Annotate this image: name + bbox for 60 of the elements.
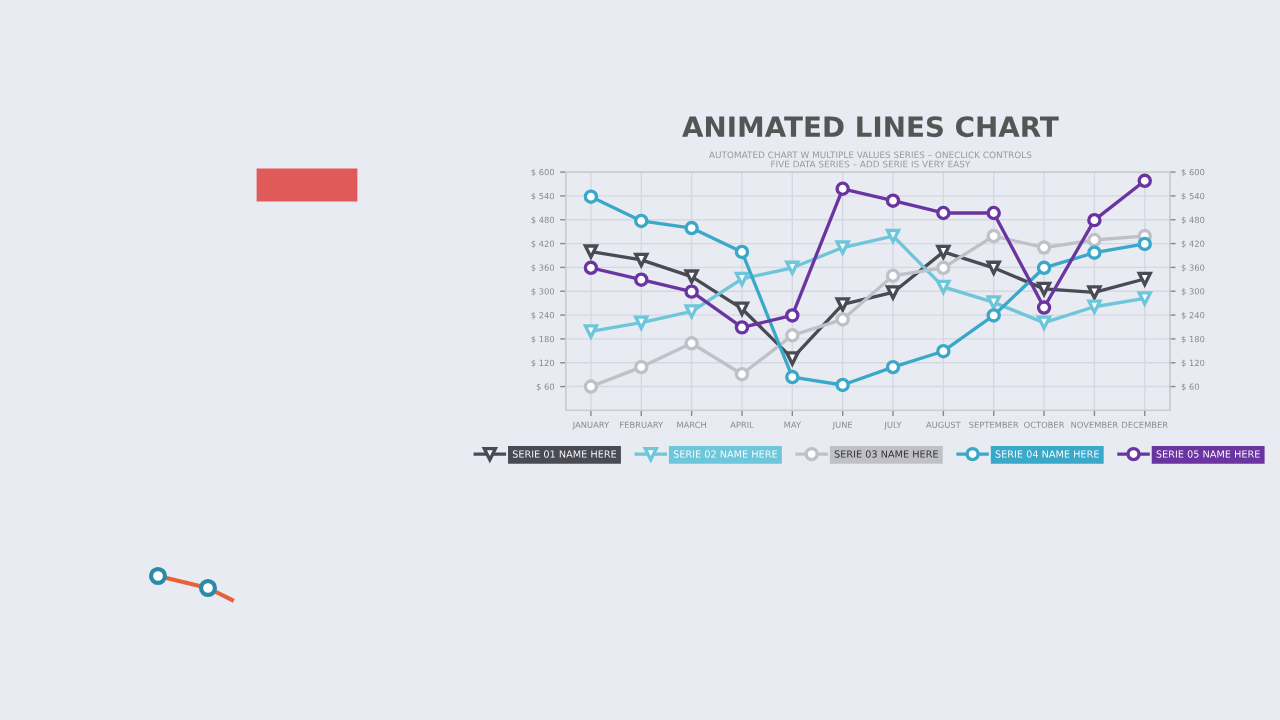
point	[583, 244, 599, 259]
point	[1036, 281, 1052, 297]
point	[785, 328, 800, 343]
point	[734, 301, 750, 316]
point	[1036, 300, 1052, 315]
point	[785, 308, 800, 323]
point	[583, 189, 599, 204]
point	[1087, 232, 1102, 248]
point	[986, 260, 1001, 276]
point	[936, 244, 951, 260]
point	[835, 377, 850, 393]
point	[1087, 212, 1102, 228]
point	[885, 193, 901, 208]
point	[936, 260, 951, 276]
point	[986, 205, 1001, 221]
chart-title: ANIMATED LINES CHART	[682, 116, 1059, 138]
point	[684, 304, 699, 319]
point	[835, 240, 850, 255]
point	[936, 205, 951, 221]
point	[936, 279, 951, 295]
point	[1036, 240, 1052, 255]
point	[785, 351, 800, 366]
point	[785, 260, 800, 276]
point	[1137, 291, 1152, 306]
point	[1137, 173, 1152, 189]
point	[634, 272, 649, 287]
point	[1087, 299, 1102, 314]
point	[583, 260, 599, 276]
point	[885, 359, 901, 375]
point	[684, 269, 699, 284]
point	[734, 320, 750, 335]
point	[936, 343, 951, 359]
point	[986, 308, 1001, 323]
point	[684, 284, 699, 299]
point	[986, 228, 1001, 244]
point	[885, 228, 901, 244]
point	[734, 271, 750, 287]
point	[885, 285, 901, 300]
point	[1036, 260, 1052, 276]
point	[986, 295, 1001, 310]
point	[634, 213, 649, 229]
point	[785, 369, 800, 385]
point	[1087, 285, 1102, 300]
point	[1137, 236, 1152, 252]
point	[885, 268, 901, 283]
point	[1036, 315, 1052, 330]
point	[1087, 245, 1102, 260]
point	[684, 336, 699, 351]
point	[734, 367, 750, 382]
point	[1137, 271, 1152, 287]
point	[684, 220, 699, 236]
point	[634, 315, 649, 330]
point	[835, 312, 850, 327]
point	[835, 297, 850, 312]
point	[634, 359, 649, 375]
point	[835, 181, 850, 196]
point	[583, 324, 599, 339]
point	[634, 252, 649, 268]
point	[583, 379, 599, 394]
point	[734, 244, 750, 260]
